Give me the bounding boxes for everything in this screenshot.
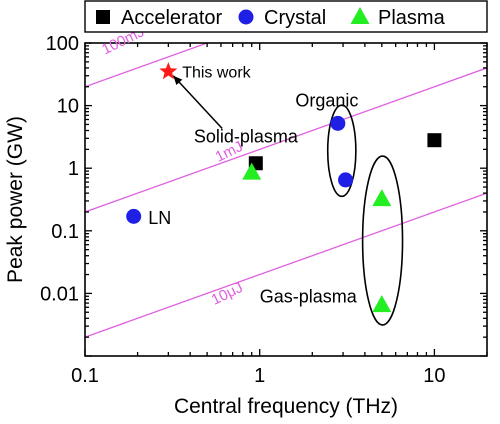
group-ellipse	[326, 104, 357, 198]
star-marker	[159, 62, 178, 80]
circle-marker	[330, 115, 346, 131]
square-marker	[427, 133, 442, 148]
annotation-label: Gas-plasma	[260, 286, 358, 306]
annotation-label: LN	[148, 208, 171, 228]
y-tick-label: 0.1	[51, 221, 79, 243]
data-markers	[126, 62, 442, 313]
y-tick-label: 0.01	[40, 283, 79, 305]
axes: 0.1 1 10 0.01 0.1 1 10 100 Central frequency (TH…	[4, 33, 488, 418]
energy-line	[85, 67, 487, 213]
legend-label: Accelerator	[121, 7, 222, 29]
legend-label: Crystal	[264, 7, 326, 29]
x-tick-label: 1	[254, 365, 265, 387]
legend-box	[84, 0, 488, 33]
annotation-label: This work	[182, 65, 251, 82]
y-tick-label: 100	[46, 33, 79, 55]
energy-line	[85, 43, 210, 88]
y-tick-label: 10	[57, 96, 79, 118]
group-ellipse	[361, 155, 404, 326]
plot-frame	[84, 42, 488, 357]
legend-circle-marker	[238, 9, 254, 25]
annotation-arrow	[172, 75, 223, 130]
x-tick-label: 0.1	[71, 365, 99, 387]
legend: Accelerator Crystal Plasma	[84, 0, 488, 33]
legend-square-marker	[96, 10, 110, 24]
y-axis-label: Peak power (GW)	[4, 116, 27, 283]
circle-marker	[126, 208, 142, 224]
triangle-marker	[372, 295, 392, 313]
x-tick-label: 10	[423, 365, 445, 387]
annotation-label: Solid-plasma	[194, 127, 299, 147]
energy-line-label: 10μJ	[209, 279, 246, 309]
arrow-head	[173, 75, 183, 86]
legend-triangle-marker	[350, 7, 370, 24]
energy-lines	[85, 43, 487, 338]
arrow-shaft	[172, 75, 223, 130]
annotation-label: Organic	[295, 91, 358, 111]
legend-label: Plasma	[378, 7, 446, 29]
x-axis-label: Central frequency (THz)	[174, 395, 398, 418]
triangle-marker	[242, 162, 262, 180]
group-ellipses	[326, 104, 404, 326]
energy-line	[85, 192, 487, 338]
triangle-marker	[372, 189, 392, 207]
y-tick-label: 1	[68, 158, 79, 180]
circle-marker	[338, 172, 354, 188]
